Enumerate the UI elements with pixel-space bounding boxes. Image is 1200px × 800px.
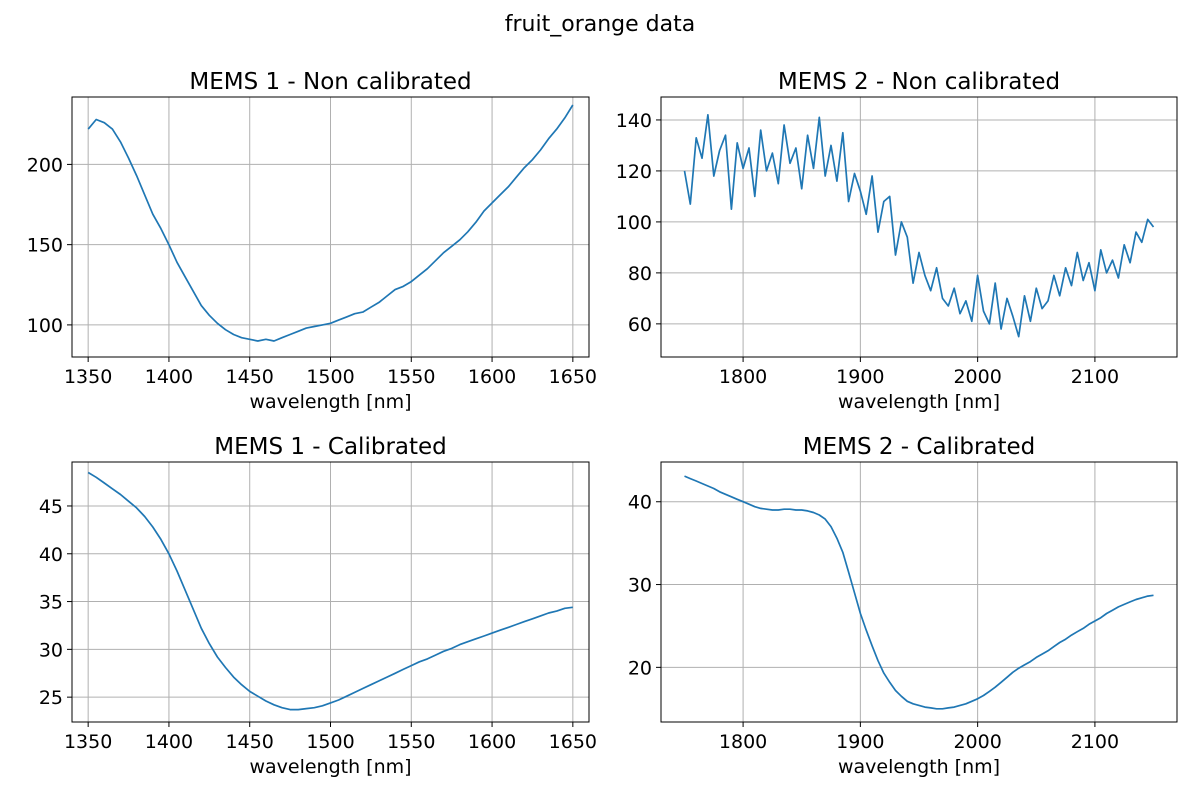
y-tick-label: 120 [616, 161, 652, 183]
x-tick-label: 2000 [953, 731, 1001, 753]
subplot-1: 1350 1400 1450 1500 1550 1600 1650 100 150 200 wav… [27, 69, 597, 413]
x-tick-label: 1450 [226, 731, 274, 753]
y-tick-label: 45 [39, 496, 63, 518]
subplot-title: MEMS 2 - Calibrated [803, 434, 1036, 460]
y-tick-label: 80 [628, 263, 652, 285]
x-axis-label: wavelength [nm] [249, 391, 411, 413]
y-tick-label: 60 [628, 314, 652, 336]
x-tick-label: 1400 [145, 366, 193, 388]
x-tick-label: 1600 [468, 366, 516, 388]
y-tick-label: 40 [39, 544, 63, 566]
x-tick-label: 1450 [226, 366, 274, 388]
x-tick-label: 1350 [64, 366, 112, 388]
x-tick-label: 1800 [719, 731, 767, 753]
axes-frame [660, 96, 1178, 358]
y-tick-label: 100 [616, 212, 652, 234]
x-tick-label: 1650 [549, 366, 597, 388]
subplot-title: MEMS 1 - Calibrated [214, 434, 447, 460]
series-line [87, 471, 573, 711]
x-tick-label: 1550 [387, 731, 435, 753]
y-tick-label: 140 [616, 110, 652, 132]
x-axis-label: wavelength [nm] [249, 756, 411, 778]
x-axis-label: wavelength [nm] [838, 756, 1000, 778]
x-axis-label: wavelength [nm] [838, 391, 1000, 413]
y-tick-label: 150 [27, 235, 63, 257]
x-tick-label: 1550 [387, 366, 435, 388]
subplot-title: MEMS 2 - Non calibrated [778, 69, 1060, 95]
y-tick-label: 100 [27, 315, 63, 337]
series-line [683, 113, 1155, 338]
x-tick-label: 1500 [306, 366, 354, 388]
y-tick-label: 30 [39, 639, 63, 661]
y-tick-label: 25 [39, 687, 63, 709]
series-line [684, 475, 1154, 710]
axes-frame [660, 461, 1178, 723]
y-tick-label: 40 [628, 492, 652, 514]
figure-title: fruit_orange data [504, 12, 696, 37]
subplot-title: MEMS 1 - Non calibrated [189, 69, 471, 95]
subplot-2: 1800 1900 2000 2100 60 80 100 120 140 wavelength … [616, 69, 1178, 413]
x-tick-label: 1400 [145, 731, 193, 753]
y-tick-label: 200 [27, 154, 63, 176]
x-tick-label: 1800 [719, 366, 767, 388]
x-tick-label: 1900 [836, 366, 884, 388]
y-tick-label: 20 [628, 657, 652, 679]
x-tick-label: 1900 [836, 731, 884, 753]
x-tick-label: 1600 [468, 731, 516, 753]
x-tick-label: 1500 [306, 731, 354, 753]
y-tick-label: 30 [628, 575, 652, 597]
x-tick-label: 1650 [549, 731, 597, 753]
x-tick-label: 2000 [953, 366, 1001, 388]
series-line [87, 104, 574, 342]
subplot-3: 1350 1400 1450 1500 1550 1600 1650 25 30 35 40 45 wa… [39, 434, 597, 778]
subplot-4: 1800 1900 2000 2100 20 30 40 wavelength [nm] MEM… [628, 434, 1178, 778]
x-tick-label: 2100 [1071, 731, 1119, 753]
x-tick-label: 1350 [64, 731, 112, 753]
x-tick-label: 2100 [1071, 366, 1119, 388]
y-tick-label: 35 [39, 592, 63, 614]
